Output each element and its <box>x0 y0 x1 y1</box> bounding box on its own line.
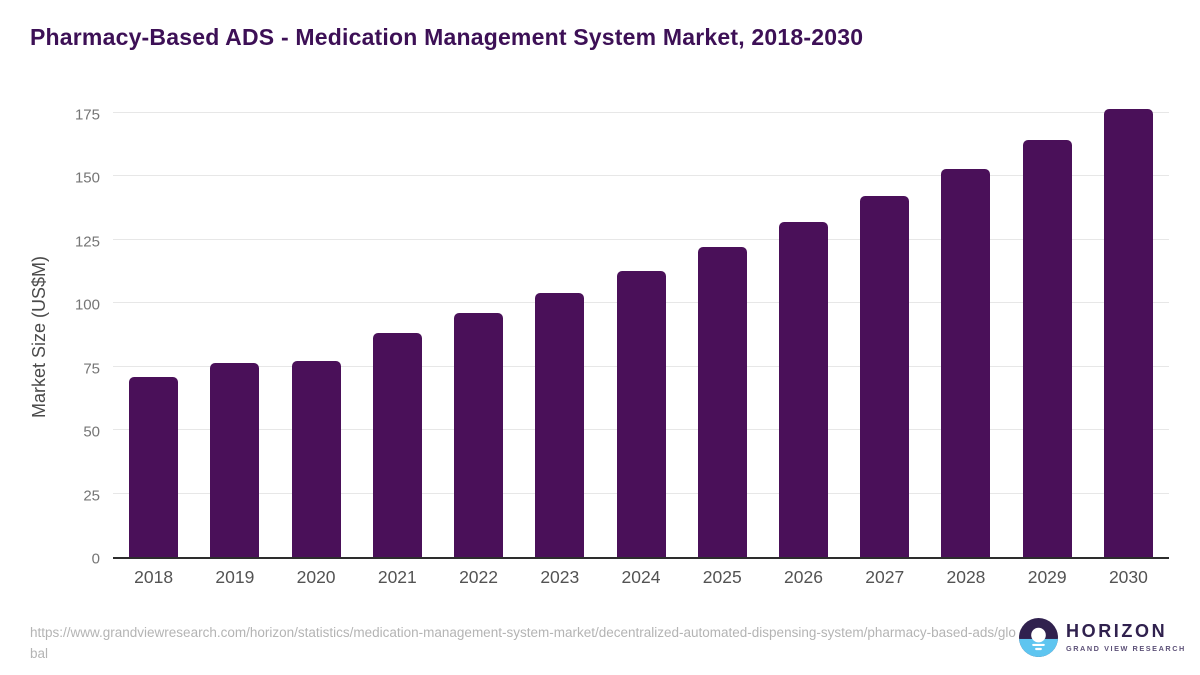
bar-slot-2030 <box>1088 108 1169 557</box>
x-label-2023: 2023 <box>540 567 580 587</box>
x-label-2019: 2019 <box>215 567 255 587</box>
horizon-logo-icon <box>1019 618 1058 657</box>
x-label-2024: 2024 <box>621 567 661 587</box>
source-url: https://www.grandviewresearch.com/horizo… <box>30 625 1016 661</box>
logo-name: HORIZON <box>1066 621 1168 641</box>
x-label-2021: 2021 <box>377 567 417 587</box>
y-axis-ticks: 0 25 50 75 100 125 150 175 <box>0 107 100 568</box>
gridline-125 <box>113 238 1169 240</box>
y-tick-25: 25 <box>83 487 100 505</box>
bar-2028 <box>941 168 991 557</box>
x-label-2030: 2030 <box>1108 567 1148 587</box>
bar-slot-2025 <box>682 115 763 557</box>
horizon-logo: HORIZON GRAND VIEW RESEARCH <box>1019 618 1186 657</box>
x-label-2018: 2018 <box>134 567 174 587</box>
bar-slot-2028 <box>925 115 1006 557</box>
logo-subtitle: GRAND VIEW RESEARCH <box>1066 644 1186 653</box>
x-label-2025: 2025 <box>702 567 742 587</box>
bar-2030 <box>1103 108 1153 557</box>
bar-slot-2023 <box>519 115 600 557</box>
x-axis-labels: 2018 2019 2020 2021 2022 2023 2024 2025 2026 2027… <box>113 567 1169 588</box>
y-tick-50: 50 <box>83 423 100 441</box>
bar-slot-2026 <box>763 115 844 557</box>
bar-series <box>113 108 1169 557</box>
y-tick-125: 125 <box>74 233 100 251</box>
horizon-logo-text: HORIZON GRAND VIEW RESEARCH <box>1066 621 1186 654</box>
bar-2022 <box>454 313 504 557</box>
x-label-2028: 2028 <box>946 567 986 587</box>
bar-2029 <box>1022 140 1072 557</box>
y-tick-100: 100 <box>74 296 100 314</box>
x-label-2026: 2026 <box>784 567 823 587</box>
bar-2027 <box>860 196 910 557</box>
gridline-175 <box>113 112 1169 113</box>
bar-slot-2020 <box>275 115 356 557</box>
bar-slot-2021 <box>357 115 438 557</box>
y-tick-150: 150 <box>74 169 100 187</box>
bar-2026 <box>778 222 828 557</box>
y-tick-75: 75 <box>83 360 100 378</box>
x-label-2029: 2029 <box>1027 567 1067 587</box>
chart-title: Pharmacy-Based ADS - Medication Manageme… <box>30 24 864 50</box>
bar-slot-2018 <box>113 115 194 557</box>
bar-slot-2027 <box>844 115 925 557</box>
y-tick-0: 0 <box>91 550 100 568</box>
bar-slot-2024 <box>600 115 681 557</box>
bar-2025 <box>697 246 747 557</box>
bar-2018 <box>129 376 179 557</box>
bar-2020 <box>291 360 341 557</box>
plot-area <box>113 108 1169 559</box>
y-tick-175: 175 <box>74 106 100 124</box>
x-label-2022: 2022 <box>459 567 499 587</box>
bar-slot-2022 <box>438 115 519 557</box>
bar-2019 <box>210 362 260 557</box>
bar-2024 <box>616 270 666 557</box>
bar-2023 <box>535 292 585 557</box>
gridline-150 <box>113 175 1169 177</box>
bar-slot-2019 <box>194 115 275 557</box>
x-label-2020: 2020 <box>296 567 336 587</box>
x-label-2027: 2027 <box>865 567 905 587</box>
bar-2021 <box>372 332 422 557</box>
bar-slot-2029 <box>1007 115 1088 557</box>
